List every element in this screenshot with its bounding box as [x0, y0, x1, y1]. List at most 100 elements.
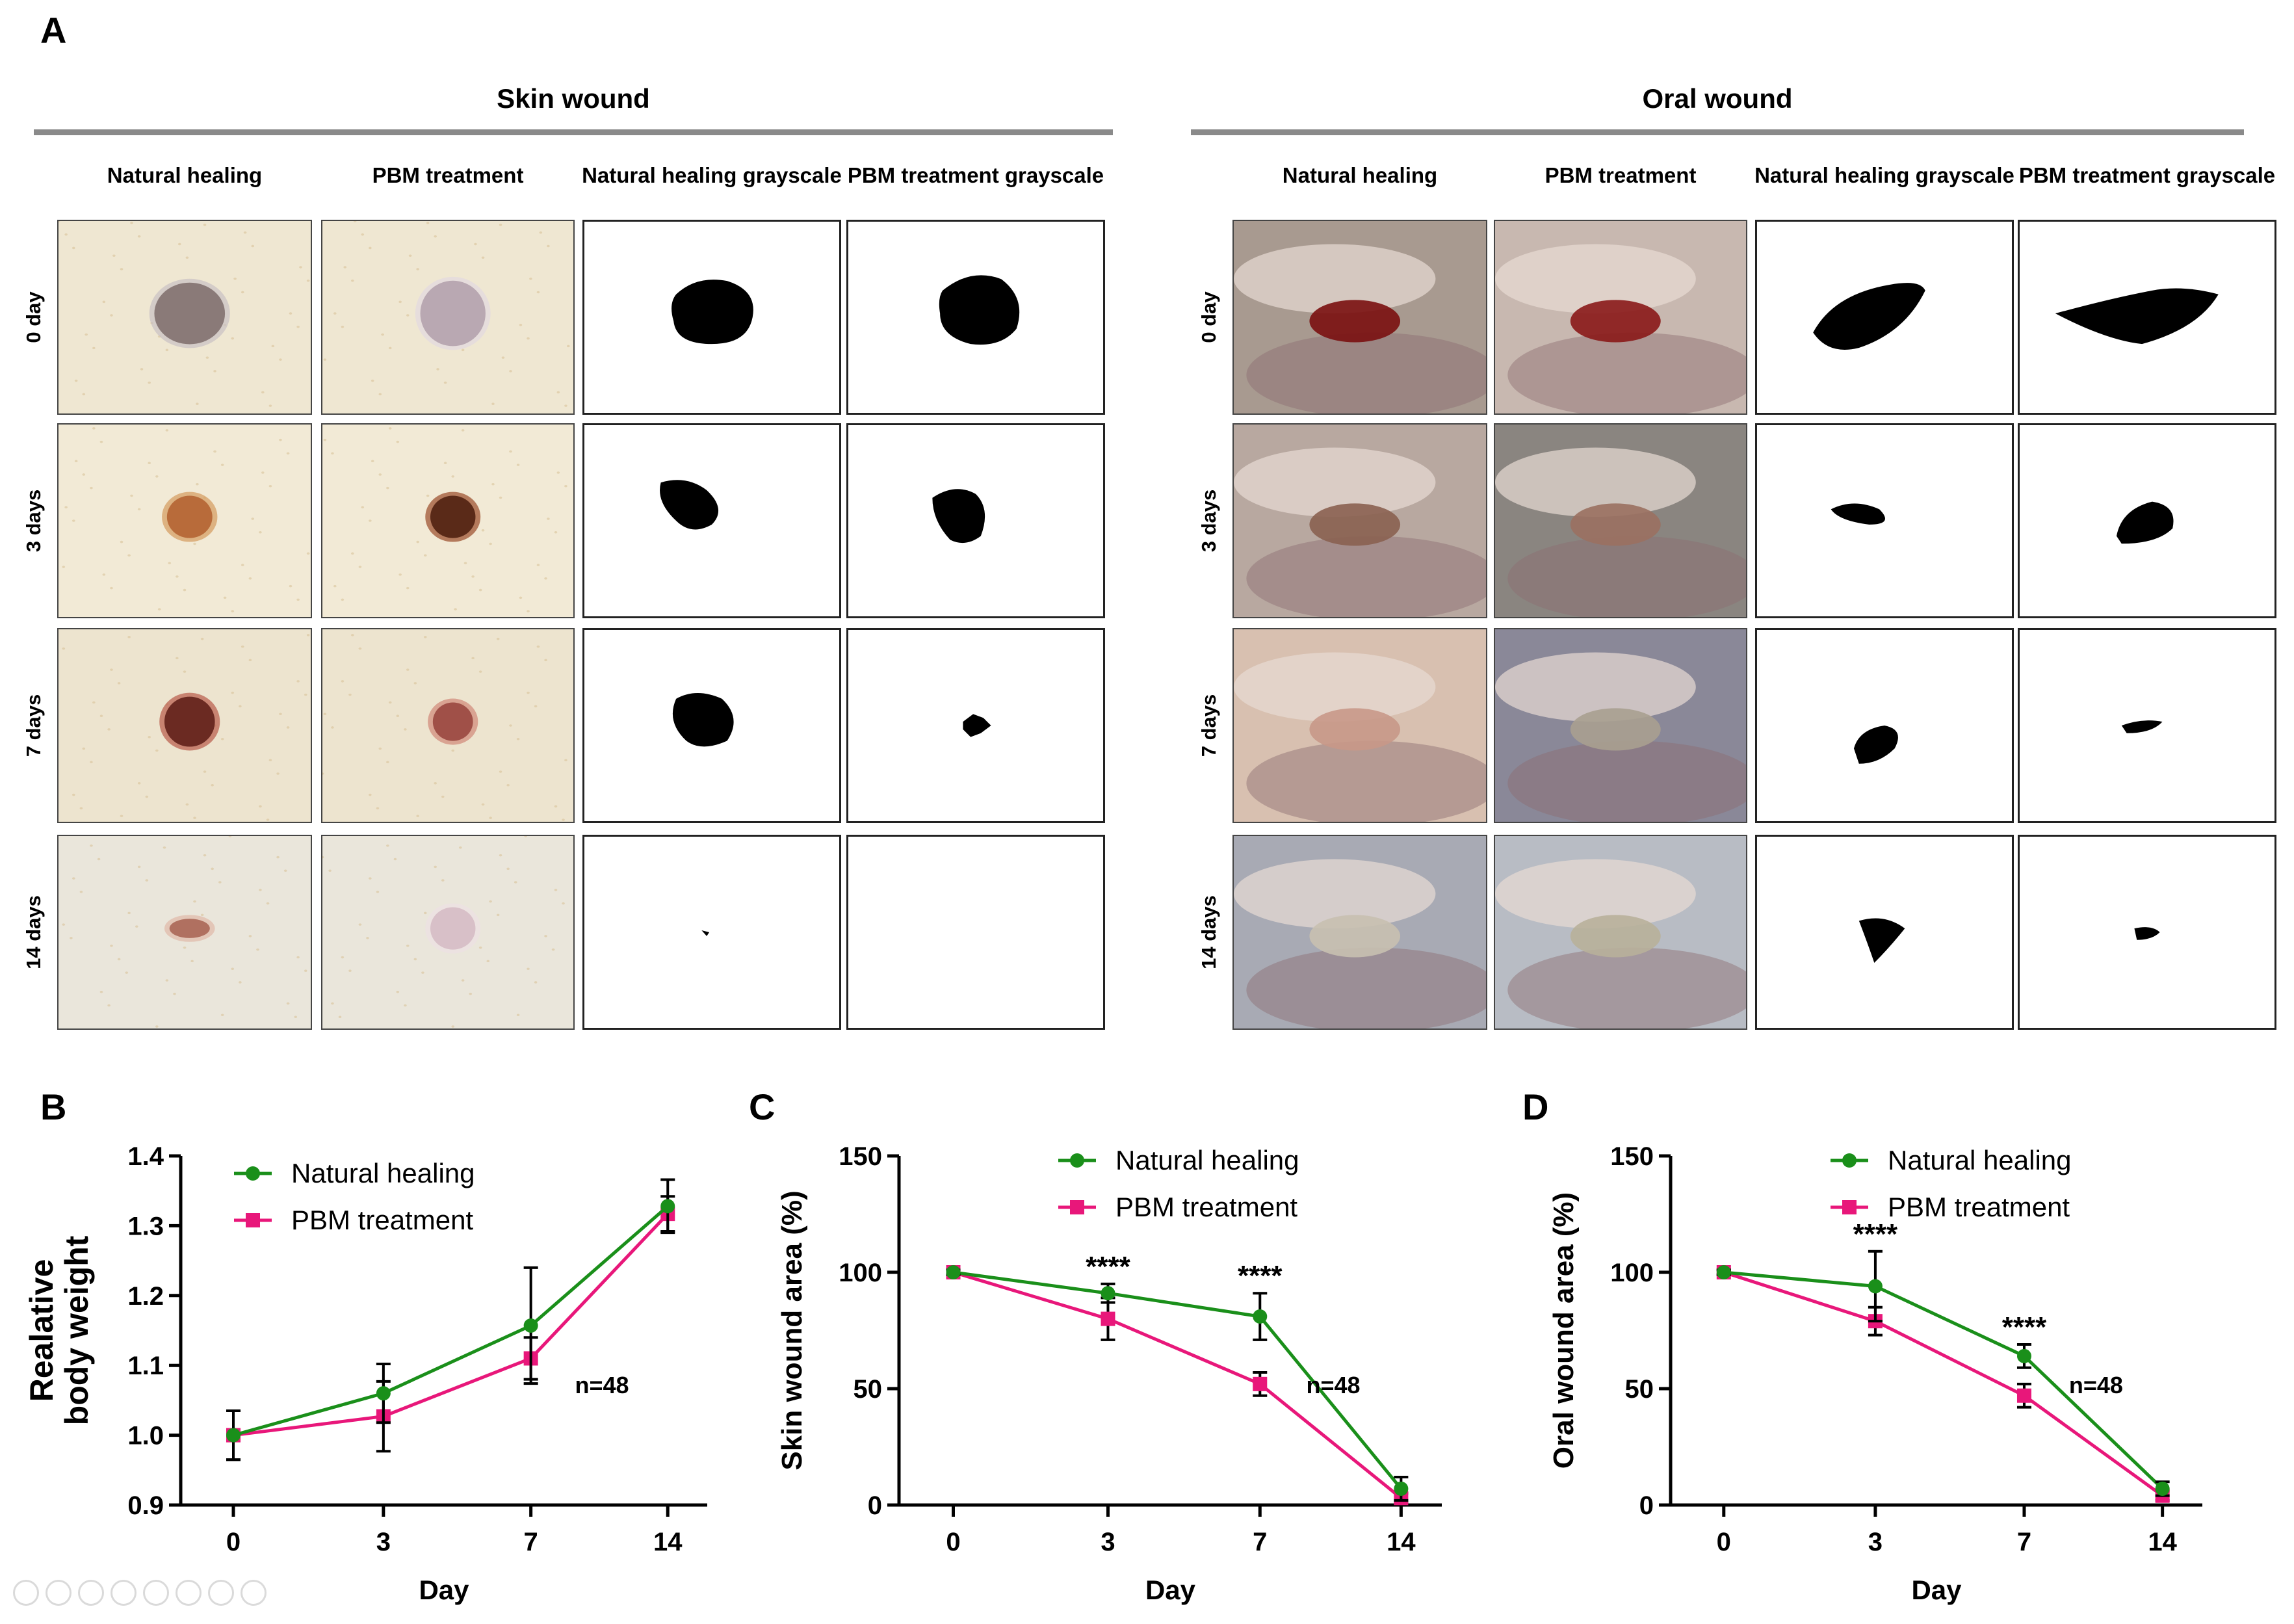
oral-grayscale-image [1755, 628, 2014, 823]
sample-size-label: n=48 [575, 1372, 629, 1398]
wound-area-shape [2055, 288, 2219, 345]
skin-wound-photo [321, 220, 575, 415]
y-tick-label: 100 [1610, 1259, 1654, 1287]
oral-wound-photo [1494, 628, 1747, 823]
x-axis-label: Day [1911, 1575, 1962, 1605]
oral-column-header: Natural healing grayscale [1754, 163, 2014, 188]
data-point [1253, 1309, 1268, 1324]
oral-wound-photo [1232, 835, 1487, 1030]
y-tick-label: 1.4 [127, 1142, 164, 1171]
wound-area-shape [939, 275, 1020, 345]
oral-wound-photo [1494, 423, 1747, 618]
y-tick-label: 1.1 [127, 1352, 164, 1380]
skin-wound-photo [321, 835, 575, 1030]
wound-area-shape [672, 693, 734, 747]
oral-wound-title: Oral wound [1642, 83, 1793, 114]
legend-label: PBM treatment [1888, 1192, 2070, 1222]
y-tick-label: 50 [854, 1375, 883, 1404]
zoom-icon[interactable] [143, 1580, 169, 1606]
wound-area-shape [660, 480, 719, 530]
x-tick-label: 14 [653, 1528, 683, 1556]
camera-icon[interactable] [208, 1580, 234, 1606]
wound-area-shape [932, 489, 985, 544]
screen-icon[interactable] [176, 1580, 202, 1606]
skin-wound-photo [57, 423, 312, 618]
chart-oral-wound-area: D 0 50 100 150 0 3 7 14 Day Oral wound area (%) ***… [1502, 1079, 2294, 1612]
significance-label: **** [1853, 1218, 1898, 1250]
panel-label: B [40, 1086, 66, 1127]
wound-area-shape [701, 930, 710, 936]
x-tick-label: 0 [946, 1528, 960, 1556]
panel-label-a: A [40, 10, 67, 51]
skin-grayscale-image [846, 835, 1105, 1030]
play-icon[interactable] [46, 1580, 72, 1606]
panel-label: C [749, 1086, 775, 1127]
x-tick-label: 7 [524, 1528, 538, 1556]
series-line [953, 1270, 1403, 1490]
more-icon[interactable] [241, 1580, 267, 1606]
data-point [660, 1199, 675, 1214]
oral-column-header: PBM treatment [1545, 163, 1697, 188]
data-point [2016, 1348, 2031, 1363]
wound-area-shape [1831, 503, 1885, 525]
chart-skin-wound-area: C 0 50 100 150 0 3 7 14 Day Skin wound area (%) ***… [728, 1079, 1502, 1612]
x-tick-label: 0 [1717, 1528, 1731, 1556]
sample-size-label: n=48 [2069, 1372, 2123, 1398]
x-tick-label: 3 [376, 1528, 391, 1556]
x-tick-label: 3 [1868, 1528, 1883, 1556]
series-line [1723, 1270, 2164, 1497]
x-tick-label: 14 [2148, 1528, 2177, 1556]
pen-icon[interactable] [78, 1580, 104, 1606]
oral-wound-divider [1191, 129, 2244, 135]
skin-wound-photo [57, 628, 312, 823]
wound-area-shape [1858, 918, 1905, 963]
series-line [1723, 1270, 2164, 1490]
copy-icon[interactable] [111, 1580, 137, 1606]
sample-size-label: n=48 [1306, 1372, 1360, 1398]
x-axis-label: Day [419, 1575, 469, 1605]
y-tick-label: 100 [839, 1259, 882, 1287]
legend-marker [246, 1166, 260, 1181]
oral-row-label: 7 days [1197, 694, 1220, 757]
legend-label: PBM treatment [291, 1205, 473, 1235]
x-tick-label: 0 [226, 1528, 241, 1556]
viewer-toolbar [13, 1580, 273, 1609]
skin-grayscale-image [846, 423, 1105, 618]
prev-icon[interactable] [13, 1580, 39, 1606]
x-tick-label: 7 [2017, 1528, 2031, 1556]
oral-wound-photo [1232, 423, 1487, 618]
oral-column-header: Natural healing [1282, 163, 1438, 188]
legend-marker [1842, 1200, 1857, 1214]
legend-marker [1842, 1153, 1857, 1168]
panel-label: D [1522, 1086, 1548, 1127]
legend-marker [246, 1213, 260, 1227]
x-tick-label: 7 [1253, 1528, 1267, 1556]
skin-wound-photo [57, 220, 312, 415]
data-point [2016, 1388, 2031, 1403]
oral-wound-photo [1232, 628, 1487, 823]
data-point [2155, 1481, 2170, 1496]
oral-wound-photo [1494, 835, 1747, 1030]
oral-grayscale-image [2018, 628, 2276, 823]
skin-grayscale-image [582, 423, 841, 618]
skin-column-header: Natural healing grayscale [582, 163, 842, 188]
skin-grayscale-image [846, 628, 1105, 823]
significance-label: **** [1238, 1260, 1283, 1292]
legend-marker [1070, 1200, 1084, 1214]
skin-wound-photo [321, 628, 575, 823]
y-tick-label: 150 [839, 1142, 882, 1171]
y-axis-label: body weight [59, 1235, 95, 1425]
wound-area-shape [2116, 501, 2174, 544]
y-tick-label: 1.0 [127, 1422, 164, 1450]
oral-grayscale-image [1755, 423, 2014, 618]
y-axis-label: Realative [23, 1259, 60, 1402]
y-tick-label: 150 [1610, 1142, 1654, 1171]
legend-label: Natural healing [1888, 1145, 2072, 1175]
wound-area-shape [2121, 720, 2163, 733]
wound-area-shape [1813, 283, 1925, 350]
series-line [233, 1205, 669, 1437]
data-point [226, 1428, 241, 1443]
skin-row-label: 7 days [22, 694, 45, 757]
oral-grayscale-image [2018, 423, 2276, 618]
skin-grayscale-image [846, 220, 1105, 415]
